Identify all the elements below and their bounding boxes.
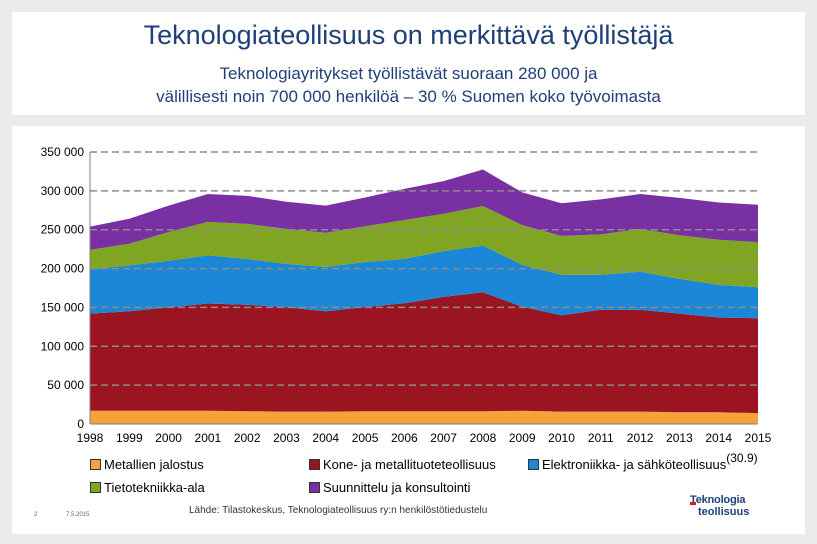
legend-swatch bbox=[90, 482, 101, 493]
x-tick-label-2002: 2002 bbox=[234, 431, 261, 445]
y-tick-label-2: 100 000 bbox=[41, 339, 85, 353]
legend-swatch bbox=[90, 459, 101, 470]
x-tick-label-2009: 2009 bbox=[509, 431, 536, 445]
header-banner: Teknologiateollisuus on merkittävä työll… bbox=[12, 12, 805, 115]
footer-date: 7.5.2015 bbox=[66, 512, 90, 518]
x-tick-label-2010: 2010 bbox=[548, 431, 575, 445]
y-tick-label-1: 50 000 bbox=[47, 378, 84, 392]
chart-panel: 0 50 000 100 000 150 000 200 000 250 000 300 0… bbox=[12, 126, 805, 534]
legend-swatch bbox=[528, 459, 539, 470]
x-tick-label-2007: 2007 bbox=[430, 431, 457, 445]
legend-swatch bbox=[309, 482, 320, 493]
x-tick-label-2012: 2012 bbox=[627, 431, 654, 445]
x-tick-label-1998: 1998 bbox=[77, 431, 104, 445]
y-tick-label-7: 350 000 bbox=[41, 145, 85, 159]
legend-version-note: (30.9) bbox=[726, 451, 758, 465]
legend-label: Tietotekniikka-ala bbox=[104, 480, 205, 495]
page-title: Teknologiateollisuus on merkittävä työll… bbox=[143, 20, 674, 50]
x-tick-label-2013: 2013 bbox=[666, 431, 693, 445]
x-tick-label-2000: 2000 bbox=[155, 431, 182, 445]
area-series-2 bbox=[90, 245, 758, 319]
x-tick-label-1999: 1999 bbox=[116, 431, 143, 445]
legend-item-metallien-jalostus: Metallien jalostus bbox=[90, 457, 204, 472]
area-series-0 bbox=[90, 410, 758, 424]
x-tick-label-2008: 2008 bbox=[470, 431, 497, 445]
x-tick-label-2001: 2001 bbox=[195, 431, 222, 445]
subtitle-line-2: välillisesti noin 700 000 henkilöä – 30 … bbox=[156, 87, 661, 106]
y-tick-label-0: 0 bbox=[77, 417, 84, 431]
legend-swatch bbox=[309, 459, 320, 470]
page-number: 2 bbox=[34, 512, 38, 518]
legend-label: Kone- ja metallituoteteollisuus bbox=[323, 457, 496, 472]
legend-label: Suunnittelu ja konsultointi bbox=[323, 480, 471, 495]
x-tick-label-2015: 2015 bbox=[745, 431, 772, 445]
source-note: Lähde: Tilastokeskus, Teknologiateollisu… bbox=[189, 505, 488, 516]
x-tick-label-2005: 2005 bbox=[352, 431, 379, 445]
subtitle-line-1: Teknologiayritykset työllistävät suoraan… bbox=[219, 64, 598, 83]
y-tick-label-3: 150 000 bbox=[41, 300, 85, 314]
logo-text-line-1: Teknologia bbox=[690, 494, 746, 506]
y-tick-label-5: 250 000 bbox=[41, 223, 85, 237]
x-tick-label-2014: 2014 bbox=[705, 431, 732, 445]
x-tick-label-2006: 2006 bbox=[391, 431, 418, 445]
y-tick-label-4: 200 000 bbox=[41, 262, 85, 276]
legend-label: Metallien jalostus bbox=[104, 457, 204, 472]
x-tick-label-2003: 2003 bbox=[273, 431, 300, 445]
area-series-1 bbox=[90, 292, 758, 414]
legend-item-suunnittelu: Suunnittelu ja konsultointi bbox=[309, 480, 470, 495]
legend-label: Elektroniikka- ja sähköteollisuus bbox=[542, 457, 727, 472]
x-tick-label-2004: 2004 bbox=[312, 431, 339, 445]
legend-item-elektroniikka: Elektroniikka- ja sähköteollisuus (30.9) bbox=[528, 451, 758, 472]
legend-item-tietotekniikka: Tietotekniikka-ala bbox=[90, 480, 205, 495]
company-logo: Teknologia teollisuus bbox=[690, 494, 790, 518]
legend-item-kone-metalli: Kone- ja metallituoteteollisuus bbox=[309, 457, 496, 472]
stacked-area-chart: 0 50 000 100 000 150 000 200 000 250 000 300 0… bbox=[41, 145, 772, 445]
area-series-3 bbox=[90, 206, 758, 288]
x-tick-label-2011: 2011 bbox=[588, 431, 614, 445]
page-subtitle: Teknologiayritykset työllistävät suoraan… bbox=[12, 62, 805, 108]
y-tick-label-6: 300 000 bbox=[41, 184, 85, 198]
logo-accent bbox=[690, 502, 696, 505]
logo-text-line-2: teollisuus bbox=[698, 506, 750, 518]
